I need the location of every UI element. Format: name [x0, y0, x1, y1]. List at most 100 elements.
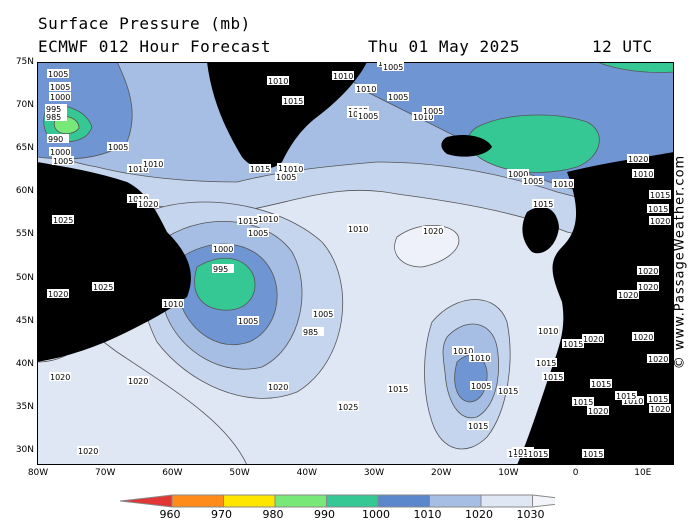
svg-text:1010: 1010: [268, 77, 288, 86]
svg-text:1005: 1005: [276, 173, 296, 182]
isobar-label: 1010: [332, 71, 354, 81]
svg-text:1020: 1020: [78, 447, 98, 456]
colorbar-swatch: [274, 494, 327, 508]
svg-text:995: 995: [213, 265, 228, 274]
isobar-label: 1020: [47, 289, 69, 299]
colorbar-label: 980: [262, 508, 284, 521]
isobar-label: 1000: [507, 169, 529, 179]
svg-text:1020: 1020: [628, 155, 648, 164]
isobar-label: 1015: [615, 391, 637, 401]
isobar-label: 1020: [267, 382, 289, 392]
svg-text:1010: 1010: [413, 113, 433, 122]
isobar-label: 1015: [647, 204, 669, 214]
isobar-label: 1015: [249, 164, 271, 174]
svg-text:1020: 1020: [423, 227, 443, 236]
svg-text:1020: 1020: [588, 407, 608, 416]
svg-text:1005: 1005: [423, 107, 443, 116]
lat-label: 30N: [15, 444, 34, 455]
isobar-label: 1005: [49, 82, 71, 92]
isobar-label: 1005: [275, 172, 297, 182]
isobar-label: 1020: [647, 354, 669, 364]
svg-text:1020: 1020: [50, 373, 70, 382]
svg-text:1005: 1005: [523, 177, 543, 186]
isobar-label: 1020: [627, 154, 649, 164]
colorbar-swatch: [429, 494, 482, 508]
landmass-greenland: [207, 62, 367, 169]
isobar-label: 1020: [649, 404, 671, 414]
svg-text:1010: 1010: [553, 180, 573, 189]
isobar-label: 1015: [647, 394, 669, 404]
isobar-label: 1015: [237, 216, 259, 226]
isobar-label: 1010: [552, 179, 574, 189]
isobar-label: 1015: [542, 372, 564, 382]
svg-text:1015: 1015: [238, 217, 258, 226]
lon-label: 20W: [431, 468, 452, 478]
lon-label: 10E: [634, 468, 652, 478]
isobar-label: 995: [212, 264, 234, 274]
lat-label: 75N: [15, 57, 34, 67]
isobar-label: 1000: [49, 92, 71, 102]
svg-text:1000: 1000: [50, 148, 70, 157]
svg-text:1010: 1010: [258, 215, 278, 224]
svg-text:1020: 1020: [48, 290, 68, 299]
svg-text:1005: 1005: [108, 143, 128, 152]
isobar-label: 1010: [162, 299, 184, 309]
map-title: Surface Pressure (mb): [38, 14, 251, 33]
svg-text:1000: 1000: [213, 245, 233, 254]
landmass-europe: [517, 152, 674, 465]
isobar-label: 1015: [535, 358, 557, 368]
svg-text:1015: 1015: [468, 422, 488, 431]
lon-label: 40W: [296, 468, 317, 478]
svg-text:1020: 1020: [650, 217, 670, 226]
isobar-label: 1015: [387, 384, 409, 394]
isobar-label: 1000: [49, 147, 71, 157]
colorbar-swatch: [377, 494, 430, 508]
isobar-label: 1005: [237, 316, 259, 326]
isobar-label: 1010: [622, 396, 644, 406]
colorbar-label: 1020: [465, 508, 493, 521]
svg-text:1010: 1010: [356, 85, 376, 94]
svg-text:1015: 1015: [498, 387, 518, 396]
svg-text:1005: 1005: [50, 83, 70, 92]
svg-text:1015: 1015: [250, 165, 270, 174]
isobar-label: 1020: [49, 372, 71, 382]
low-west-990: [194, 258, 256, 311]
lat-label: 40N: [15, 358, 34, 369]
svg-text:1020: 1020: [618, 291, 638, 300]
svg-text:1015: 1015: [563, 340, 583, 349]
svg-text:1010: 1010: [128, 165, 148, 174]
isobar-label: 1020: [137, 199, 159, 209]
isobar-label: 1010: [127, 164, 149, 174]
svg-text:1005: 1005: [388, 93, 408, 102]
svg-text:995: 995: [46, 105, 61, 114]
isobar-label: 1015: [582, 449, 604, 459]
landmass-british-isles: [522, 207, 559, 254]
lat-label: 45N: [15, 315, 34, 326]
svg-text:1005: 1005: [238, 317, 258, 326]
landmass-canada: [37, 162, 191, 362]
svg-text:1015: 1015: [591, 380, 611, 389]
isobar-label: 1005: [312, 309, 334, 319]
svg-text:1010: 1010: [348, 225, 368, 234]
svg-text:1005: 1005: [358, 112, 378, 121]
svg-text:1020: 1020: [633, 333, 653, 342]
isobar-label: 1005: [470, 381, 492, 391]
isobar-label: 1005: [382, 62, 404, 72]
pressure-band-1025: [394, 224, 460, 268]
colorbar-min-arrow: [119, 494, 173, 508]
isobar-label: 1005: [522, 176, 544, 186]
svg-text:1015: 1015: [283, 97, 303, 106]
colorbar-swatch: [326, 494, 379, 508]
isobar-label: 1010: [347, 224, 369, 234]
svg-text:1010: 1010: [163, 300, 183, 309]
svg-text:1000: 1000: [508, 170, 528, 179]
lon-label: 60W: [162, 468, 183, 478]
contour-labels: 1005100510009959859901000100510051010101…: [45, 62, 671, 459]
svg-text:985: 985: [46, 113, 61, 122]
isobar-label: 1010: [632, 169, 654, 179]
lon-label: 70W: [95, 468, 116, 478]
colorbar-swatch: [171, 494, 224, 508]
colorbar-max-arrow: [532, 494, 555, 508]
isobar-label: 1020: [649, 216, 671, 226]
colorbar-swatch: [480, 494, 533, 508]
